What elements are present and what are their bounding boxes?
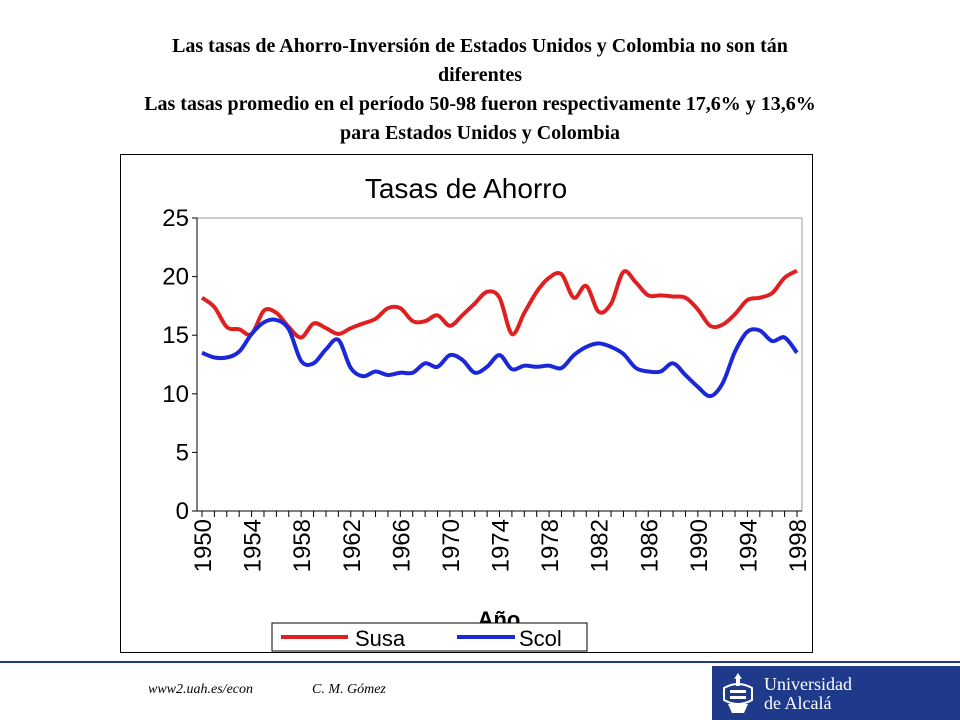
chart-title: Tasas de Ahorro [365, 173, 567, 204]
x-tick-label: 1978 [537, 519, 564, 572]
x-tick-label: 1986 [636, 519, 663, 572]
x-tick-label: 1970 [438, 519, 465, 572]
footer-rule [0, 661, 960, 663]
y-tick-label: 5 [176, 439, 189, 466]
slide-title: Las tasas de Ahorro-Inversión de Estados… [60, 32, 900, 148]
x-tick-label: 1950 [190, 519, 217, 572]
slide-title-line-1: Las tasas de Ahorro-Inversión de Estados… [172, 35, 788, 57]
y-tick-label: 15 [162, 322, 189, 349]
y-axis-ticks: 0 5 10 15 20 25 [162, 205, 197, 525]
slide-title-line-2: diferentes [437, 64, 523, 86]
x-tick-label: 1966 [388, 519, 415, 572]
slide-title-line-3: Las tasas promedio en el período 50-98 f… [144, 93, 816, 115]
legend-label-susa: Susa [355, 626, 406, 651]
chart-frame: Tasas de Ahorro 0 5 10 15 20 25 1950 1954 1958 1… [120, 154, 813, 653]
university-name: Universidad de Alcalá [764, 675, 852, 713]
x-tick-label: 1954 [240, 519, 267, 572]
x-tick-label: 1994 [735, 519, 762, 572]
university-logo: Universidad de Alcalá [712, 666, 960, 720]
university-emblem-icon [723, 673, 753, 713]
x-tick-label: 1962 [339, 519, 366, 572]
plot-area [196, 217, 803, 512]
legend-label-scol: Scol [519, 626, 562, 651]
y-tick-label: 20 [162, 264, 189, 291]
series-line-susa [200, 268, 798, 340]
x-tick-label: 1982 [587, 519, 614, 572]
x-tick-label: 1974 [488, 519, 515, 572]
x-axis-ticks: 1950 1954 1958 1962 1966 1970 1974 1978 1982 1986… [190, 511, 812, 572]
footer-url: www2.uah.es/econ [148, 682, 253, 697]
university-name-line-1: Universidad [764, 674, 852, 694]
slide-title-line-4: para Estados Unidos y Colombia [339, 122, 621, 144]
series-lines [200, 268, 799, 399]
y-tick-label: 10 [162, 381, 189, 408]
series-line-scol [201, 317, 799, 399]
legend: Susa Scol [271, 622, 588, 652]
university-name-line-2: de Alcalá [764, 693, 832, 713]
footer-author: C. M. Gómez [312, 682, 386, 697]
x-tick-label: 1990 [686, 519, 713, 572]
x-tick-label: 1958 [289, 519, 316, 572]
y-tick-label: 0 [176, 498, 189, 525]
x-tick-label: 1998 [785, 519, 812, 572]
y-tick-label: 25 [162, 205, 189, 232]
